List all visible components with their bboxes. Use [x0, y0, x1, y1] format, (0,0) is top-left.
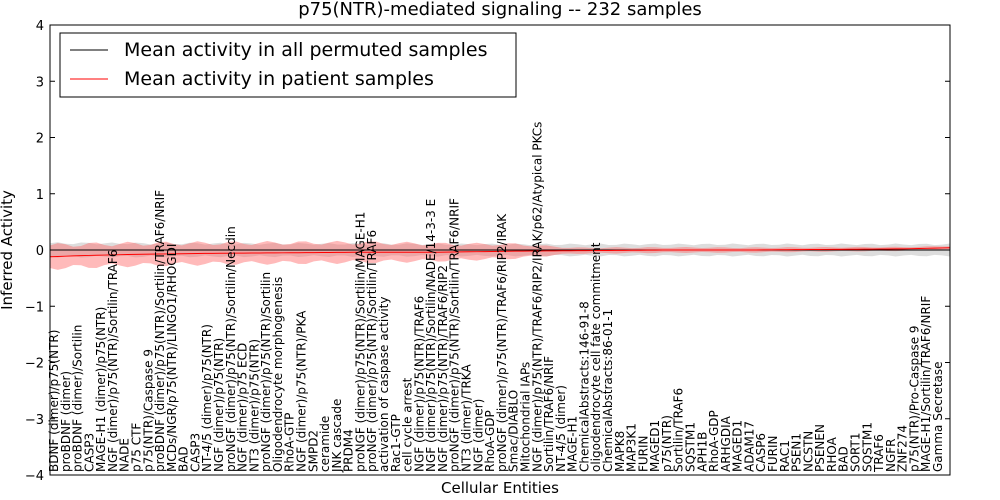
entity-label: ChemicalAbstracts:146-91-8	[577, 301, 591, 472]
legend-box	[59, 32, 517, 98]
entity-label: PSENEN	[813, 424, 827, 472]
entity-label: proBDNF (dimer)/Sortilin	[71, 325, 85, 472]
entity-label: TRAF6	[872, 434, 886, 473]
y-tick-label: 4	[36, 19, 44, 34]
entity-label: NGF (dimer)/p75(NTR)/TRAF6	[412, 296, 426, 472]
patient-mean-layer	[49, 247, 951, 258]
entity-label: APH1B	[695, 432, 709, 472]
y-tick-label: 0	[36, 244, 44, 259]
entity-label: NT-4/5 (dimer)/p75(NTR)	[200, 324, 214, 472]
entity-label: oligodendrocyte cell fate commitment	[589, 242, 603, 472]
patient-mean-line	[49, 247, 951, 258]
entity-label: MAP3K1	[625, 423, 639, 472]
y-axis-ticks: −4 −3 −2 −1 0 1 2 3 4	[25, 19, 950, 484]
entity-label: CASP6	[754, 433, 768, 472]
x-axis-label: Cellular Entities	[441, 479, 559, 497]
entity-label: JNK cascade	[330, 399, 344, 473]
entity-label: FURIN	[766, 435, 780, 472]
entity-label: RhoA-GDP	[707, 410, 721, 472]
entity-label: p75(NTR)/Caspase 9	[141, 349, 155, 472]
patient-confidence-band	[50, 240, 950, 270]
entity-label: proNGF (dimer)/p75(NTR)/Sortilin/MAGE-H1	[353, 212, 367, 472]
entity-label: Gamma Secretase	[931, 361, 945, 472]
legend: Mean activity in all permuted samples Me…	[59, 32, 517, 98]
entity-label: CASP3	[82, 433, 96, 472]
entity-label: MAGE-H1	[566, 416, 580, 472]
y-tick-label: −1	[25, 300, 44, 315]
entity-label: proNGF (dimer)/p75(NTR)/Sortilin/Necdin	[224, 226, 238, 472]
entity-label: MAPK8	[613, 431, 627, 472]
entity-label: proNGF (dimer)/p75(NTR)/Sortilin/TRAF6/N…	[448, 198, 462, 472]
y-tick-label: −4	[25, 469, 44, 484]
entity-label: proBDNF (dimer)/p75(NTR)/Sortilin/TRAF6/…	[153, 190, 167, 472]
entity-label: NADE	[118, 438, 132, 472]
entity-label: MCDs/NGR/p75(NTR)/LINGO1/RHOGDI	[165, 244, 179, 472]
entity-label: BAD	[837, 446, 851, 472]
entity-label: ARHGDIA	[719, 415, 733, 472]
entity-label: PSEN1	[790, 433, 804, 472]
entity-label: p75(NTR)/Pro-Caspase 9	[907, 325, 921, 472]
entity-label: NGF (dimer)/p75(NTR)/TRAF6/RIP2/IRAK/p62…	[530, 122, 544, 472]
entity-label: RAC1	[778, 440, 792, 472]
entity-label: PRDM4	[342, 429, 356, 472]
entity-label: NGFR	[884, 438, 898, 472]
entity-label: Rac1-GTP	[389, 414, 403, 472]
entity-label: proNGF (dimer)/p75(NTR)/Sortilin	[259, 272, 273, 472]
y-axis-label: Inferred Activity	[0, 190, 16, 310]
entity-label: NGF (dimer)	[471, 399, 485, 472]
entity-label: ZNF274	[896, 425, 910, 472]
entity-label: FURIN	[636, 435, 650, 472]
entity-label: ceramide	[318, 416, 332, 472]
entity-label: Oligodendrocyte morphogenesis	[271, 277, 285, 472]
entity-label: Sortilin/TRAF6/NRIF	[542, 356, 556, 472]
legend-label-permuted: Mean activity in all permuted samples	[124, 39, 487, 61]
entity-label: RhoA-GTP	[283, 413, 297, 472]
y-tick-label: 1	[36, 188, 44, 203]
entity-label: NCSTN	[801, 431, 815, 472]
entity-label: activation of caspase activity	[377, 297, 391, 472]
entity-label: NT3 (dimer)/TRKA	[460, 364, 474, 472]
entity-label: RHOA	[825, 436, 839, 472]
entity-label: NGF (dimer)/p75(NTR)/Sortilin/NADE/14-3-…	[424, 199, 438, 472]
entity-label: ChemicalAbstracts:86-01-1	[601, 309, 615, 472]
entity-label: CASP3	[188, 433, 202, 472]
entity-label: NGF (dimer)/p75(NTR)/PKA	[295, 310, 309, 472]
entity-label: MAGE-H1 (dimer)/p75(NTR)	[94, 307, 108, 472]
entity-label: proNGF (dimer)/p75(NTR)/Sortilin/TRAF6	[365, 230, 379, 472]
entity-label: ADAM17	[742, 421, 756, 472]
entity-label: proNGF (dimer)/p75(NTR)/TRAF6/RIP2/IRAK	[495, 213, 509, 472]
entity-label: NT-4/5 (dimer)	[554, 385, 568, 472]
entity-label: MAGED1	[731, 420, 745, 472]
entity-label: SMPD2	[306, 430, 320, 472]
entity-label: BAD	[177, 446, 191, 472]
entity-label: SQSTM1	[683, 422, 697, 472]
entity-label: NGF (dimer)/p75(NTR)	[212, 338, 226, 472]
entity-label: p75(NTR)	[660, 415, 674, 472]
entity-label: NGF (dimer)/p75 ECD	[236, 343, 250, 472]
entity-label: p75 CTF	[130, 423, 144, 472]
y-tick-label: −3	[25, 413, 44, 428]
entity-label: Sortilin/TRAF6	[672, 388, 686, 472]
legend-label-patient: Mean activity in patient samples	[124, 68, 434, 90]
entity-label: proBDNF (dimer)	[59, 371, 73, 472]
y-tick-label: −2	[25, 357, 44, 372]
entity-label: NGF (dimer)/p75(NTR)/Sortilin/TRAF6	[106, 250, 120, 472]
entity-label: Mitochondrial IAPs	[518, 362, 532, 472]
entity-label: Smac/DIABLO	[507, 390, 521, 472]
entity-label: MAGE-H1/Sortilin/TRAF6/NRIF	[919, 296, 933, 472]
entity-label: cell cycle arrest	[401, 377, 415, 472]
entity-label: NGF (dimer)/p75(NTR)/TRAF6/RIP2	[436, 265, 450, 472]
entity-label: NT3 (dimer)/p75(NTR)	[247, 339, 261, 472]
chart-title: p75(NTR)-mediated signaling -- 232 sampl…	[298, 0, 702, 20]
entity-labels-layer: BDNF (dimer)/p75(NTR)proBDNF (dimer)proB…	[47, 122, 945, 473]
y-tick-label: 3	[36, 75, 44, 90]
entity-label: MAGED1	[648, 420, 662, 472]
entity-label: SQSTM1	[860, 422, 874, 472]
y-tick-label: 2	[36, 132, 44, 147]
entity-label: SORT1	[848, 433, 862, 473]
entity-label: RhoA-GDP	[483, 410, 497, 472]
